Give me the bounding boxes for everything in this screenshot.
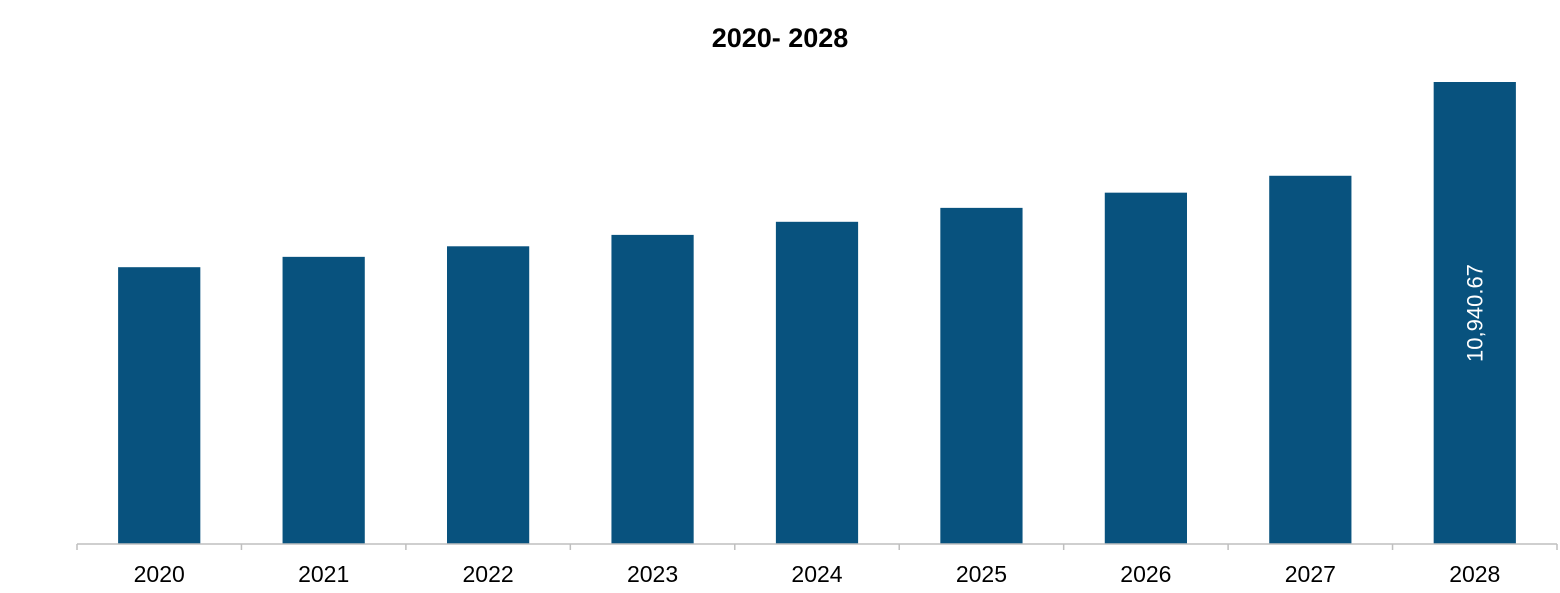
bars-group — [118, 82, 1516, 545]
x-tick-label-2027: 2027 — [1285, 561, 1336, 587]
bar-2026 — [1104, 192, 1187, 544]
data-label-2028: 10,940.67 — [1462, 264, 1487, 362]
x-tick-label-2028: 2028 — [1449, 561, 1500, 587]
bar-2020 — [118, 267, 201, 544]
bar-2025 — [940, 207, 1023, 545]
x-tick-label-2020: 2020 — [134, 561, 185, 587]
x-tick-label-2026: 2026 — [1120, 561, 1171, 587]
bar-2022 — [447, 246, 530, 544]
bar-2028 — [1433, 82, 1516, 544]
x-axis: 2020 2021 2022 2023 2024 2025 2026 2027 2028 — [76, 543, 1558, 587]
x-tick-label-2025: 2025 — [956, 561, 1007, 587]
bar-2024 — [775, 221, 859, 544]
x-tick-labels: 2020 2021 2022 2023 2024 2025 2026 2027 2028 — [134, 561, 1501, 587]
x-tick-label-2023: 2023 — [627, 561, 678, 587]
x-tick-label-2024: 2024 — [791, 561, 842, 587]
bar-2027 — [1269, 175, 1352, 544]
data-labels-group: 10,940.67 — [1462, 264, 1487, 362]
bar-2021 — [282, 256, 365, 544]
x-tick-label-2021: 2021 — [298, 561, 349, 587]
x-ticks — [76, 544, 1558, 550]
bar-2023 — [611, 234, 694, 544]
x-tick-label-2022: 2022 — [463, 561, 514, 587]
chart-title: 2020- 2028 — [712, 23, 849, 53]
